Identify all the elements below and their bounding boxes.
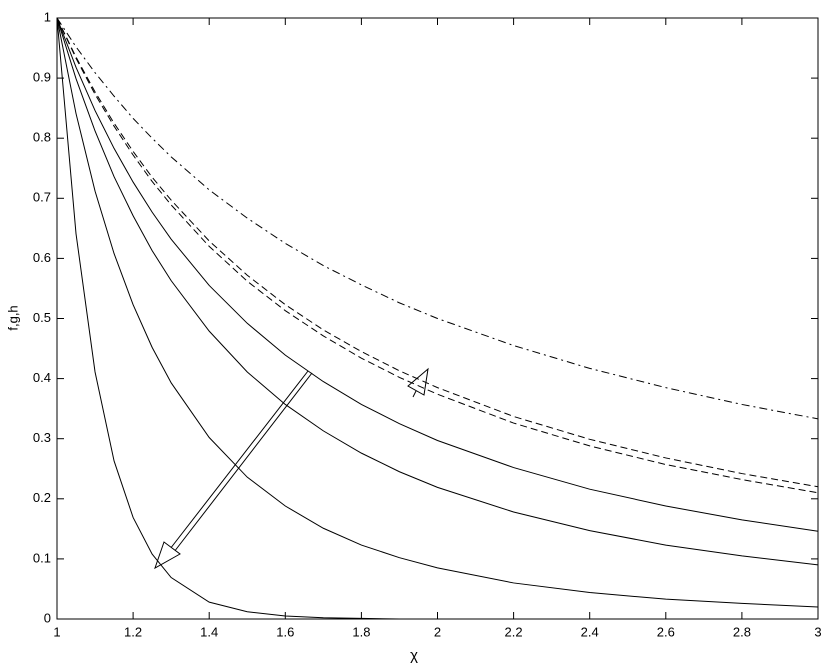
arrow-shaft — [173, 372, 313, 553]
y-axis-label: f,g,h — [5, 305, 20, 330]
arrow-annotation — [154, 367, 429, 570]
x-tick-label: 2.4 — [581, 624, 599, 639]
arrow-head — [154, 541, 181, 570]
y-tick-label: 0 — [44, 610, 51, 625]
y-tick-label: 0.9 — [33, 70, 51, 85]
x-tick-label: 3 — [814, 624, 821, 639]
data-line — [56, 17, 819, 494]
data-line — [56, 17, 819, 420]
y-tick-label: 0.1 — [33, 550, 51, 565]
y-tick-label: 0.7 — [33, 190, 51, 205]
y-tick-label: 0.2 — [33, 490, 51, 505]
y-tick-label: 0.5 — [33, 310, 51, 325]
x-tick-label: 2 — [434, 624, 441, 639]
y-tick-label: 0.3 — [33, 430, 51, 445]
data-line — [56, 17, 819, 488]
data-line — [56, 17, 818, 620]
y-tick-label: 0.4 — [33, 370, 51, 385]
x-tick-label: 1.6 — [276, 624, 294, 639]
y-tick-label: 1 — [44, 9, 51, 24]
x-tick-label: 1.2 — [124, 624, 142, 639]
x-tick-label: 2.6 — [657, 624, 675, 639]
y-tick-label: 0.6 — [33, 250, 51, 265]
x-tick-label: 2.2 — [505, 624, 523, 639]
data-line — [56, 17, 819, 566]
x-tick-label: 2.8 — [733, 624, 751, 639]
data-line — [56, 17, 819, 532]
arrow-shaft — [169, 370, 309, 550]
x-tick-label: 1.4 — [200, 624, 218, 639]
x-tick-label: 1 — [53, 624, 60, 639]
y-tick-label: 0.8 — [33, 130, 51, 145]
x-axis-label: χ — [410, 647, 418, 664]
data-line — [56, 17, 819, 608]
x-tick-label: 1.8 — [352, 624, 370, 639]
